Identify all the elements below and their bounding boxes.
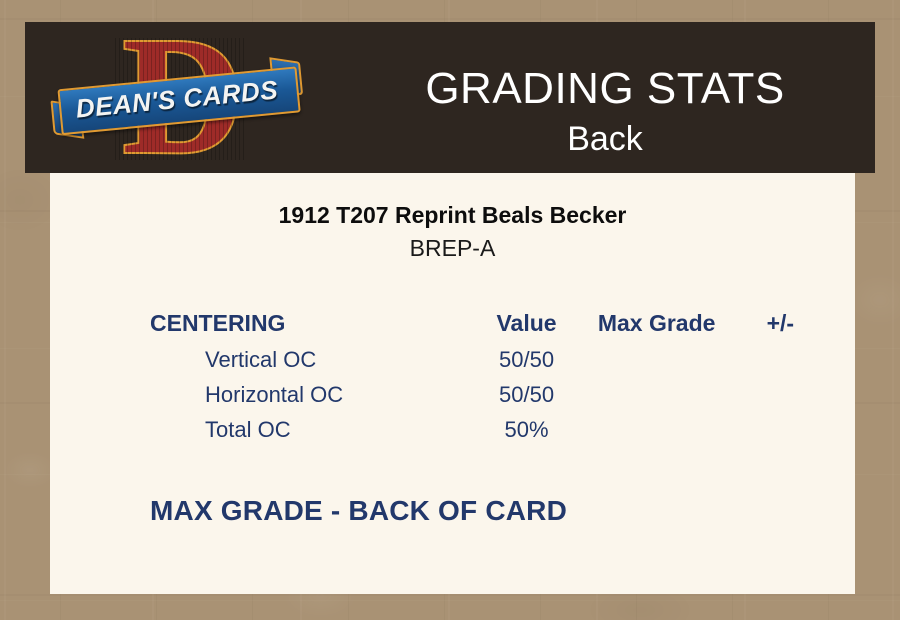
row-plus-minus-vertical-oc	[731, 342, 830, 377]
card-subtitle: BREP-A	[409, 235, 496, 261]
table-row: Horizontal OC 50/50	[150, 377, 830, 412]
card-title: 1912 T207 Reprint Beals Becker	[278, 202, 627, 228]
row-max-grade-horizontal-oc	[583, 377, 731, 412]
row-max-grade-total-oc	[583, 412, 731, 447]
deans-cards-logo[interactable]: D DEAN'S CARDS	[45, 10, 305, 182]
row-value-horizontal-oc: 50/50	[499, 382, 555, 407]
page-title: GRADING STATS	[425, 64, 785, 113]
row-plus-minus-horizontal-oc	[731, 377, 830, 412]
row-label-horizontal-oc: Horizontal OC	[205, 382, 344, 407]
table-body: Vertical OC 50/50 Horizontal OC 50/50 To…	[150, 342, 830, 447]
table-header-row: CENTERING Value Max Grade +/-	[150, 304, 830, 342]
header-bar: D DEAN'S CARDS GRADING STATS Back	[25, 10, 875, 182]
table-row: Vertical OC 50/50	[150, 342, 830, 377]
column-header-max-grade: Max Grade	[597, 310, 716, 336]
table-row: Total OC 50%	[150, 412, 830, 447]
row-label-total-oc: Total OC	[205, 417, 291, 442]
row-max-grade-vertical-oc	[583, 342, 731, 377]
centering-stats-table: CENTERING Value Max Grade +/- Vertical O…	[150, 304, 830, 447]
max-grade-back-of-card-heading: MAX GRADE - BACK OF CARD	[150, 495, 568, 526]
content-panel: 1912 T207 Reprint Beals Becker BREP-A CE…	[50, 173, 855, 594]
row-plus-minus-total-oc	[731, 412, 830, 447]
row-value-total-oc: 50%	[504, 417, 549, 442]
table-header: CENTERING Value Max Grade +/-	[150, 304, 830, 342]
row-value-vertical-oc: 50/50	[499, 347, 555, 372]
row-label-vertical-oc: Vertical OC	[205, 347, 317, 372]
column-header-centering: CENTERING	[150, 310, 286, 336]
column-header-value: Value	[496, 310, 557, 336]
column-header-plus-minus: +/-	[766, 310, 795, 336]
page-subtitle: Back	[567, 120, 643, 158]
